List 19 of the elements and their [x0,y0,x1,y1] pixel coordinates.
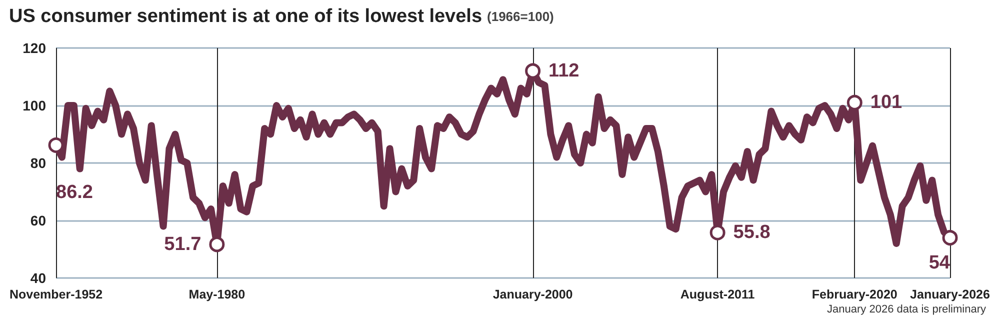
data-label: 51.7 [164,234,202,255]
text: January 2026 data is preliminary [827,304,986,316]
x-tick-label: January-2000 [492,288,573,302]
x-tick-label: May-1980 [188,288,246,302]
x-tick-label: August-2011 [680,288,755,302]
x-tick-label: February-2020 [812,288,898,302]
y-tick-label: 40 [30,270,46,286]
y-tick-label: 80 [30,155,46,171]
data-label: 112 [548,60,580,82]
chart-subtitle: (1966=100) [487,9,554,24]
data-label: 55.8 [733,222,770,244]
chart-title: US consumer sentiment is at one of its lowest levels [9,6,482,27]
data-label: 54 [928,252,950,274]
x-tick-label: November-1952 [9,288,103,302]
data-label: 101 [870,92,903,114]
y-tick-label: 60 [30,212,46,228]
x-tick-label: January-2026 [910,288,990,302]
y-tick-label: 100 [22,98,46,114]
y-tick-label: 120 [22,40,46,56]
